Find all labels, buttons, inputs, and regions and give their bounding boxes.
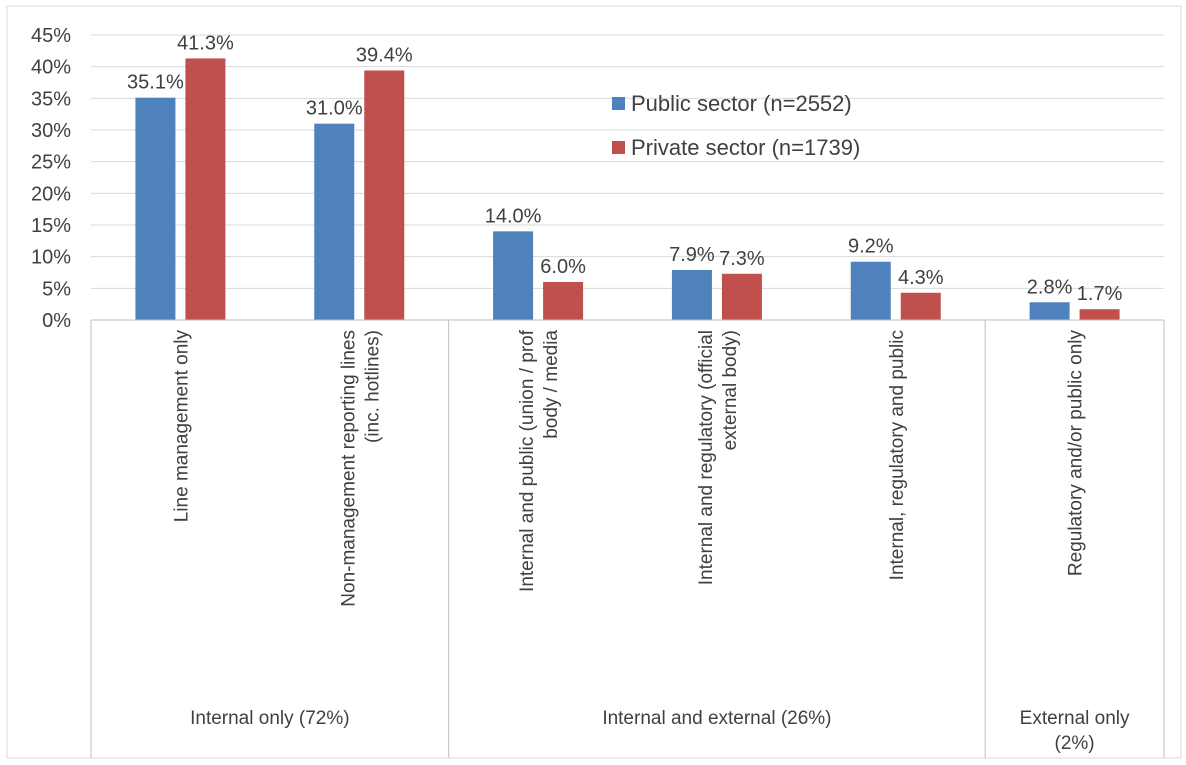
y-tick-label: 40% bbox=[31, 57, 71, 79]
bar-private bbox=[1079, 309, 1120, 320]
bar-public bbox=[314, 123, 355, 321]
bar-public bbox=[850, 261, 891, 320]
bar-public bbox=[135, 97, 176, 320]
category-label: Line management only bbox=[171, 330, 192, 523]
bar-private bbox=[900, 292, 941, 320]
category-label: Internal and public (union / prof bbox=[517, 329, 538, 592]
legend-swatch bbox=[612, 141, 625, 154]
category-label: Regulatory and/or public only bbox=[1066, 330, 1087, 577]
data-label: 1.7% bbox=[1077, 283, 1123, 305]
data-label: 31.0% bbox=[306, 98, 363, 120]
data-label: 39.4% bbox=[356, 44, 413, 66]
y-tick-label: 35% bbox=[31, 88, 71, 110]
category-label: (inc. hotlines) bbox=[362, 330, 383, 443]
bar-public bbox=[671, 269, 712, 320]
data-label: 14.0% bbox=[485, 205, 542, 227]
category-label: Non-management reporting lines bbox=[338, 330, 359, 607]
group-label: External only bbox=[1020, 708, 1130, 729]
data-labels: 35.1% 31.0% 14.0% 7.9% 9.2% 2.8% 41.3% 39.4% 6.0… bbox=[127, 32, 1123, 305]
bars bbox=[135, 58, 1120, 321]
y-tick-label: 5% bbox=[42, 278, 71, 300]
data-label: 2.8% bbox=[1027, 276, 1073, 298]
data-label: 7.3% bbox=[719, 248, 765, 270]
bar-private bbox=[364, 70, 405, 320]
bar-private bbox=[185, 58, 226, 320]
category-label: Internal and regulatory (official bbox=[696, 330, 717, 585]
category-label: external body) bbox=[720, 330, 741, 450]
y-tick-label: 10% bbox=[31, 247, 71, 269]
group-label: (2%) bbox=[1055, 733, 1095, 754]
bar-public bbox=[1029, 302, 1070, 320]
data-label: 9.2% bbox=[848, 236, 894, 258]
x-axis: Line management only Non-management repor… bbox=[90, 319, 1165, 758]
data-label: 35.1% bbox=[127, 72, 184, 94]
y-tick-label: 20% bbox=[31, 183, 71, 205]
data-label: 6.0% bbox=[540, 256, 586, 278]
bar-public bbox=[493, 231, 534, 320]
y-tick-label: 30% bbox=[31, 120, 71, 142]
group-label: Internal only (72%) bbox=[190, 708, 349, 729]
legend: Public sector (n=2552) Private sector (n=… bbox=[612, 91, 860, 160]
legend-label: Private sector (n=1739) bbox=[631, 135, 860, 160]
data-label: 41.3% bbox=[177, 32, 234, 54]
legend-label: Public sector (n=2552) bbox=[631, 91, 852, 116]
y-tick-label: 25% bbox=[31, 152, 71, 174]
y-tick-label: 0% bbox=[42, 310, 71, 332]
bar-private bbox=[543, 282, 584, 320]
y-tick-label: 45% bbox=[31, 25, 71, 47]
y-tick-label: 15% bbox=[31, 215, 71, 237]
y-axis: 0% 5% 10% 15% 20% 25% 30% 35% 40% 45% bbox=[31, 25, 71, 332]
category-label: Internal, regulatory and public bbox=[887, 330, 908, 580]
group-label: Internal and external (26%) bbox=[602, 708, 831, 729]
data-label: 7.9% bbox=[669, 244, 715, 266]
gridlines bbox=[91, 34, 1164, 289]
category-label: body / media bbox=[541, 330, 562, 439]
legend-swatch bbox=[612, 97, 625, 110]
data-label: 4.3% bbox=[898, 267, 944, 289]
bar-private bbox=[721, 273, 762, 320]
